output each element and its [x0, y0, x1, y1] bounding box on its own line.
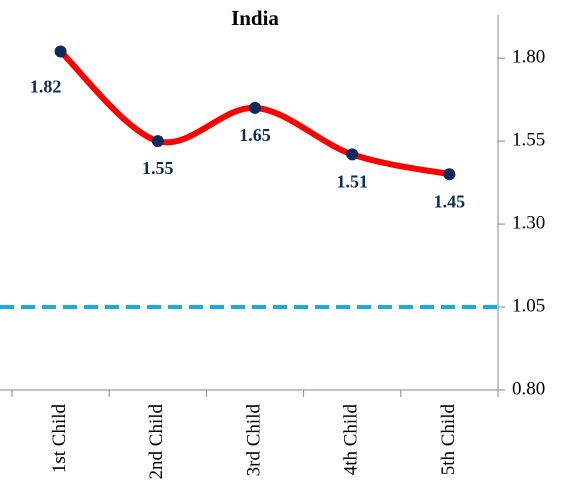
x-tick-label: 1st Child — [49, 404, 70, 474]
chart-title: India — [231, 6, 279, 30]
value-label: 1.82 — [30, 77, 62, 97]
point — [54, 45, 67, 58]
value-label: 1.55 — [142, 158, 174, 178]
value-label: 1.45 — [434, 191, 466, 211]
point — [249, 101, 261, 114]
point — [443, 168, 456, 181]
y-tick-label: 1.05 — [512, 295, 545, 316]
y-tick-label: 1.30 — [512, 212, 545, 233]
x-tick-label: 5th Child — [438, 404, 459, 476]
x-tick-label: 4th Child — [341, 404, 362, 476]
point — [151, 135, 164, 148]
value-label: 1.51 — [336, 172, 368, 192]
y-tick-label: 1.55 — [512, 129, 545, 150]
value-label: 1.65 — [239, 125, 271, 145]
x-tick-label: 3rd Child — [243, 404, 264, 477]
point — [346, 148, 359, 161]
y-tick-label: 1.80 — [512, 47, 545, 68]
y-tick-label: 0.80 — [512, 378, 545, 399]
x-tick-label: 2nd Child — [146, 404, 167, 480]
